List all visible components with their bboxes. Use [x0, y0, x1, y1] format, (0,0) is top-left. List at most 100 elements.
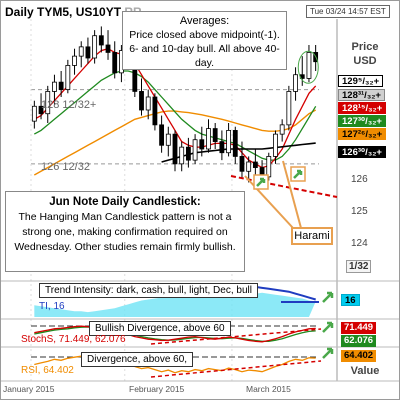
- candle-1: [38, 93, 44, 120]
- candle-body-35: [266, 156, 272, 178]
- candle-9: [92, 30, 98, 64]
- candle-42: [313, 45, 319, 71]
- candle-body-20: [165, 133, 171, 146]
- candle-body-10: [98, 35, 104, 46]
- ti-value-tag: 16: [341, 294, 360, 306]
- candle-body-27: [212, 128, 218, 142]
- scale-label[interactable]: 1/32: [346, 260, 372, 273]
- candle-22: [179, 141, 185, 172]
- candle-body-12: [112, 52, 118, 74]
- candle-10: [98, 26, 104, 53]
- candle-body-37: [279, 124, 285, 135]
- candle-body-18: [152, 96, 158, 126]
- price-tag-5: 126³⁰/₃₂+: [338, 146, 386, 158]
- green-arrow-icon-2: [290, 166, 306, 182]
- candle-31: [239, 141, 245, 179]
- candle-2: [45, 85, 51, 123]
- price-tag-3: 127³⁰/₃₂+: [338, 115, 386, 127]
- candle-body-32: [246, 161, 252, 172]
- candle-body-31: [239, 156, 245, 172]
- green-arrow-icon-1: [253, 174, 269, 190]
- stoch-k-line: [34, 325, 316, 343]
- candle-41: [306, 45, 312, 83]
- candle-body-11: [105, 44, 111, 53]
- stoch-d-line: [34, 326, 316, 342]
- candle-32: [246, 156, 252, 183]
- date-box: Tue 03/24 14:57 EST: [306, 5, 390, 18]
- candle-35: [266, 152, 272, 181]
- harami-connector-2: [282, 160, 302, 229]
- stoch-value2-tag: 62.076: [341, 335, 377, 347]
- candle-23: [185, 137, 191, 168]
- candle-body-21: [172, 133, 178, 165]
- candle-24: [192, 134, 198, 164]
- rsi-value-tag: 64.402: [341, 350, 377, 362]
- price-tag-0: 129⁵/₃₂+: [338, 75, 384, 87]
- candle-33: [252, 149, 258, 175]
- candle-8: [85, 37, 91, 64]
- indicators-layer: [31, 285, 322, 378]
- candles-layer: [31, 26, 319, 183]
- candle-38: [286, 85, 292, 131]
- harami-connector-1: [244, 175, 294, 229]
- overlay-layer: [230, 50, 338, 359]
- price-tag-1: 128³¹/₃₂+: [338, 89, 385, 101]
- price-tick-126: 126: [351, 174, 368, 185]
- candle-body-2: [45, 91, 51, 115]
- note-body: The Hanging Man Candlestick pattern is n…: [14, 211, 236, 253]
- candle-body-5: [65, 65, 71, 90]
- candle-16: [139, 78, 144, 116]
- candle-37: [279, 119, 285, 142]
- candle-19: [159, 115, 165, 153]
- rsi-label: RSI, 64.402: [21, 365, 74, 376]
- rsi-divergence-line: [150, 360, 322, 378]
- stoch-value1-tag: 71.449: [341, 322, 377, 334]
- ti-area: [34, 292, 316, 317]
- candle-body-33: [252, 161, 258, 168]
- averages-title: Averages:: [179, 15, 230, 27]
- last-candles-highlight: [297, 50, 319, 84]
- candle-body-7: [78, 46, 84, 57]
- candle-11: [105, 30, 111, 60]
- price-tag-2: 128¹⁵/₃₂+: [338, 102, 387, 114]
- candle-body-19: [159, 124, 165, 146]
- candle-39: [293, 67, 298, 101]
- xaxis-label-march: March 2015: [246, 384, 291, 394]
- green-arrow-icon-2-glyph: [293, 169, 303, 179]
- candlestick-note-annotation: Jun Note Daily Candlestick: The Hanging …: [5, 191, 245, 272]
- candle-29: [226, 123, 231, 157]
- candle-28: [219, 130, 225, 161]
- candle-body-25: [199, 139, 205, 150]
- price-axis-unit: USD: [353, 55, 377, 67]
- ti-label: TI, 16: [39, 301, 65, 312]
- candle-body-38: [286, 91, 292, 126]
- candle-body-30: [232, 130, 238, 157]
- ti-arrow-icon: [322, 291, 334, 303]
- candle-21: [172, 130, 178, 172]
- rsi-divergence-box: Divergence, above 60,: [81, 352, 194, 367]
- price-tick-125: 125: [351, 206, 368, 217]
- candle-27: [212, 123, 218, 149]
- green-arrow-icon-1-glyph: [256, 177, 266, 187]
- stoch-label: StochS, 71.449, 62.076: [21, 334, 126, 345]
- candle-17: [145, 89, 151, 120]
- stoch-arrow-icon: [322, 321, 334, 333]
- candle-4: [58, 71, 64, 97]
- xaxis-label-february: February 2015: [129, 384, 185, 394]
- candle-body-3: [52, 81, 57, 92]
- rsi-arrow-icon: [322, 347, 334, 359]
- candle-26: [206, 119, 211, 153]
- candle-36: [273, 130, 278, 164]
- candle-5: [65, 59, 71, 94]
- note-title: Jun Note Daily Candlestick:: [49, 196, 201, 208]
- candle-3: [52, 74, 57, 105]
- candle-7: [78, 41, 84, 68]
- candle-body-0: [31, 105, 37, 122]
- chart-title-text: Daily TYM5, US10YT: [5, 5, 122, 19]
- candle-body-4: [58, 81, 64, 90]
- trend-intensity-box: Trend Intensity: dark, cash, bull, light…: [39, 283, 258, 298]
- candle-body-1: [38, 105, 44, 115]
- candle-body-16: [139, 91, 144, 111]
